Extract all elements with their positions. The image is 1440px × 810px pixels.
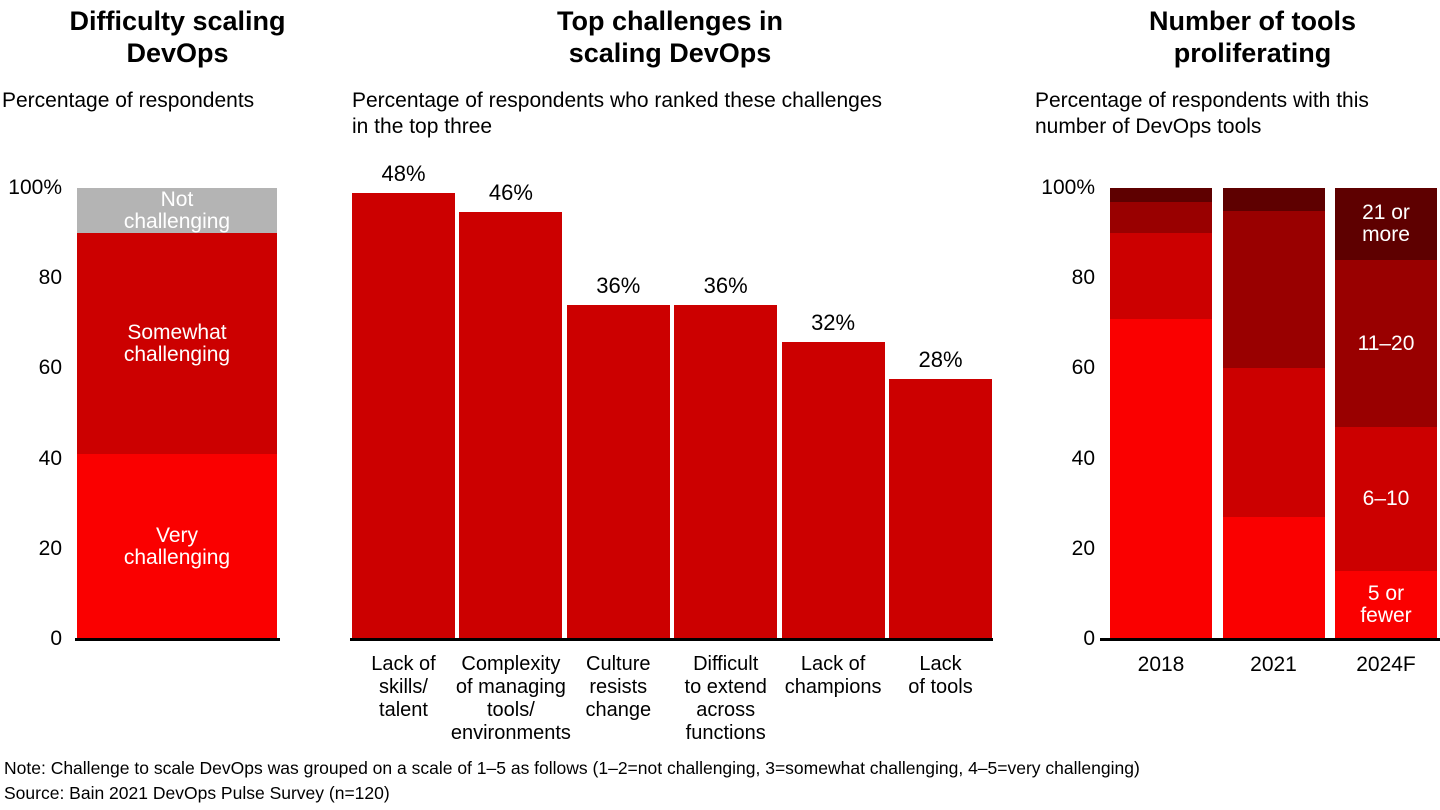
bar-segment: [1110, 233, 1212, 319]
bar: [352, 193, 455, 639]
y-tick-label: 80: [38, 266, 62, 290]
y-tick-label: 60: [38, 356, 62, 380]
category-label: Complexity of managing tools/ environmen…: [450, 653, 571, 744]
segment-label: Very challenging: [123, 523, 231, 569]
bar-segment: [1110, 201, 1212, 234]
panel-difficulty-title: Difficulty scaling DevOps: [69, 6, 286, 68]
y-tick-label: 40: [1071, 446, 1095, 470]
bar-segment: [1222, 368, 1325, 518]
y-tick-label: 100%: [1041, 176, 1095, 199]
bar-segment: [1335, 260, 1437, 428]
bar: [566, 304, 670, 639]
value-label: 36%: [596, 272, 641, 298]
value-label: 32%: [811, 309, 856, 335]
source-text: Source: Bain 2021 DevOps Pulse Survey (n…: [4, 783, 390, 803]
value-label: 36%: [703, 272, 748, 298]
y-tick-label: 0: [50, 627, 62, 650]
segment-label: 11–20: [1357, 331, 1415, 355]
segment-label: 5 or fewer: [1360, 582, 1412, 628]
panel-tools-subtitle: Percentage of respondents with this numb…: [1035, 89, 1369, 138]
panel-challenges-title: Top challenges in scaling DevOps: [556, 6, 784, 68]
bar-segment: [1335, 571, 1437, 639]
category-label: Lack of tools: [908, 653, 973, 698]
note-text: Note: Challenge to scale DevOps was grou…: [4, 758, 1140, 778]
bar-segment: [1222, 188, 1325, 211]
category-label: Lack of skills/ talent: [371, 653, 436, 721]
segment-label: Somewhat challenging: [123, 320, 231, 366]
bar-segment: [1335, 427, 1437, 572]
bar: [781, 341, 885, 639]
bar-segment: [77, 233, 277, 455]
bar-segment: [77, 188, 277, 234]
bar-segment: [1222, 517, 1325, 639]
bar: [889, 378, 992, 639]
category-label: 2024F: [1356, 653, 1416, 676]
y-tick-label: 20: [38, 536, 62, 560]
bar-segment: [77, 454, 277, 639]
x-axis-line: [1100, 638, 1440, 641]
bar-segment: [1222, 210, 1325, 369]
segment-label: Not challenging: [123, 187, 231, 233]
y-tick-label: 20: [1071, 536, 1095, 560]
panel-challenges-subtitle: Percentage of respondents who ranked the…: [352, 89, 883, 138]
value-label: 48%: [381, 161, 426, 186]
category-label: 2018: [1137, 653, 1185, 676]
category-label: Lack of champions: [784, 653, 882, 698]
value-label: 46%: [488, 179, 533, 205]
bar-segment: [1335, 188, 1437, 261]
value-label: 28%: [918, 346, 963, 372]
category-label: Culture resists change: [585, 653, 652, 721]
bar-segment: [1110, 188, 1212, 202]
bar: [674, 304, 778, 639]
y-tick-label: 40: [38, 446, 62, 470]
category-label: 2021: [1250, 653, 1297, 676]
segment-label: 6–10: [1362, 487, 1410, 511]
bar: [459, 211, 563, 639]
x-axis-line: [75, 638, 280, 641]
y-tick-label: 60: [1071, 356, 1095, 380]
x-axis-line: [350, 638, 993, 641]
panel-difficulty-subtitle: Percentage of respondents: [2, 89, 255, 112]
panel-tools-title: Number of tools proliferating: [1149, 6, 1356, 68]
y-tick-label: 80: [1071, 266, 1095, 290]
category-label: Difficult to extend across functions: [684, 653, 767, 744]
y-tick-label: 0: [1083, 627, 1095, 650]
bar-segment: [1110, 318, 1212, 639]
y-tick-label: 100%: [8, 176, 62, 199]
segment-label: 21 or more: [1362, 201, 1410, 247]
